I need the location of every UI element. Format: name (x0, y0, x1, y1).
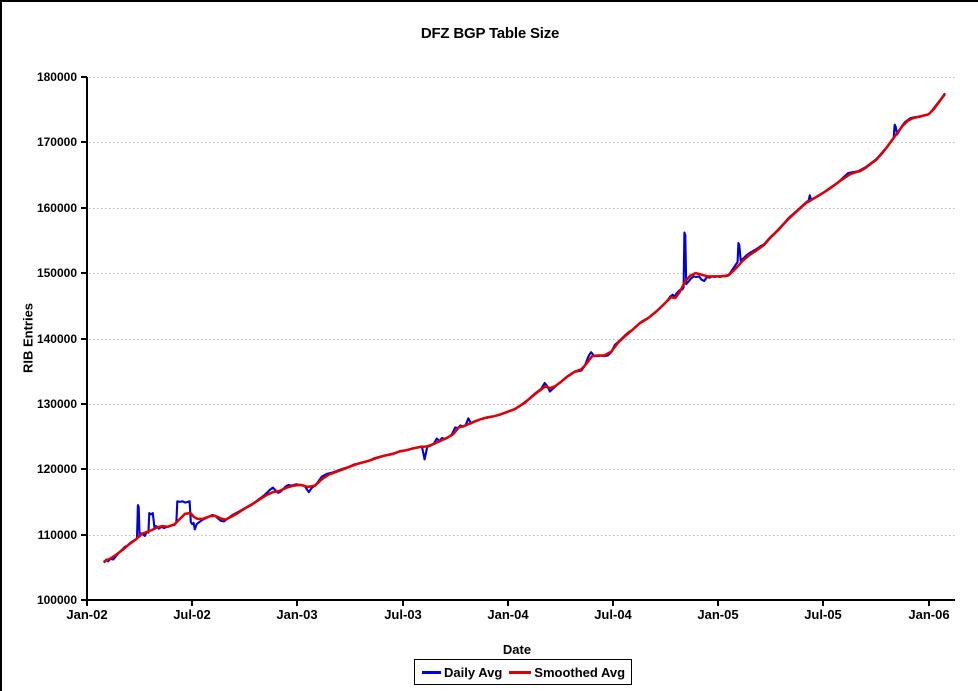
y-tick-label: 110000 (38, 528, 78, 542)
x-tick-label: Jul-02 (173, 607, 211, 622)
y-tick-label: 120000 (37, 462, 77, 476)
x-tick-label: Jul-03 (384, 607, 422, 622)
x-tick-label: Jan-04 (487, 607, 529, 622)
smoothed-avg-line-swatch (509, 670, 532, 674)
legend-label-daily-avg: Daily Avg (444, 664, 503, 680)
x-tick-label: Jan-06 (908, 607, 949, 622)
daily-avg-line (103, 92, 946, 564)
y-tick-label: 150000 (37, 266, 77, 280)
y-tick-label: 140000 (37, 332, 77, 346)
smoothed-avg-line (103, 93, 946, 563)
y-tick-label: 160000 (37, 201, 77, 215)
x-tick-label: Jul-05 (804, 607, 842, 622)
y-tick-label: 130000 (37, 397, 77, 411)
x-tick-label: Jan-03 (276, 607, 317, 622)
x-tick-label: Jan-05 (697, 607, 738, 622)
y-tick-label: 180000 (37, 70, 77, 84)
x-axis-title: Date (502, 642, 532, 657)
daily-avg-line-swatch (422, 670, 441, 674)
y-tick-label: 100000 (37, 593, 77, 607)
x-tick-label: Jul-04 (594, 607, 632, 622)
chart-title: DFZ BGP Table Size (420, 25, 560, 42)
legend: Daily Avg Smoothed Avg (414, 659, 633, 685)
y-tick-label: 170000 (37, 135, 77, 149)
legend-label-smoothed-avg: Smoothed Avg (534, 664, 626, 680)
x-tick-label: Jan-02 (66, 607, 107, 622)
